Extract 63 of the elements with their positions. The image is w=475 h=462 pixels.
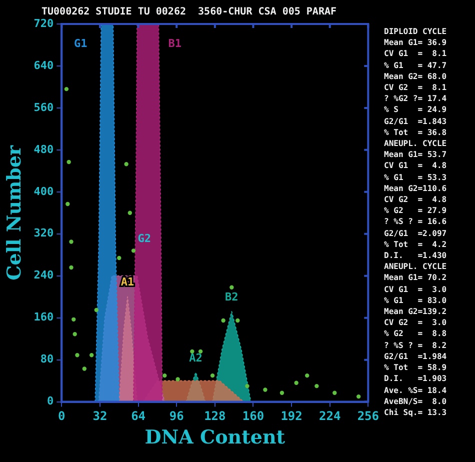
text: D.I. =1.430 <box>384 250 448 262</box>
y-axis-title: Cell Number <box>3 144 26 280</box>
text: D.I. =1.903 <box>384 373 448 384</box>
text: AveBN/S= 8.0 <box>384 396 448 407</box>
text: % Tot = 4.2 <box>384 238 448 250</box>
text: ANEUPL. CYCLE <box>384 138 448 150</box>
text: % S = 24.9 <box>384 104 448 116</box>
x-axis-title: DNA Content <box>144 426 286 449</box>
text: Mean G2= 68.0 <box>384 70 448 82</box>
y-tick-label: 560 <box>34 100 54 114</box>
text: CV G1 = 8.1 <box>384 48 448 60</box>
y-tick-label: 640 <box>34 58 54 72</box>
y-tick-label: 400 <box>34 184 54 198</box>
series-label: B1 <box>168 36 182 50</box>
x-tick-label: 224 <box>319 409 341 424</box>
x-tick-label: 128 <box>204 409 226 424</box>
text: CV G1 = 3.0 <box>384 284 448 295</box>
x-tick-label: 256 <box>357 409 380 424</box>
text: Mean G2=110.6 <box>384 182 448 194</box>
text: % G2 = 8.8 <box>384 328 448 340</box>
text: % G2 = 27.9 <box>384 205 448 216</box>
annotation: G2 <box>138 232 152 246</box>
text: ? %S ? = 16.6 <box>384 216 448 228</box>
y-tick-label: 80 <box>40 352 54 366</box>
chart-title: TU000262 STUDIE TU 00262 3560-CHUR CSA 005 PARAF <box>41 6 337 18</box>
x-tick-label: 96 <box>169 409 184 424</box>
y-tick-label: 320 <box>34 226 54 240</box>
x-tick-label: 192 <box>280 409 302 424</box>
text: % Tot = 58.9 <box>384 362 448 374</box>
text: G2/G1 =2.097 <box>384 228 448 239</box>
y-tick-label: 160 <box>34 310 54 324</box>
text: Chi Sq.= 13.3 <box>384 406 448 418</box>
series-label: B2 <box>225 290 238 304</box>
text: Ave. %S= 18.4 <box>384 384 448 396</box>
text: Mean G1= 36.9 <box>384 37 448 48</box>
text: ANEUPL. CYCLE <box>384 261 448 272</box>
y-tick-label: 720 <box>34 16 54 30</box>
x-tick-label: 160 <box>242 409 264 424</box>
text: % G1 = 83.0 <box>384 294 448 306</box>
text: G2/G1 =1.984 <box>384 350 448 362</box>
series-label: A2 <box>189 351 202 364</box>
text: G2/G1 =1.843 <box>384 116 448 127</box>
text: CV G2 = 4.8 <box>384 194 448 206</box>
text: CV G2 = 8.1 <box>384 82 448 94</box>
text: % Tot = 36.8 <box>384 126 448 138</box>
text: Mean G1= 70.2 <box>384 272 448 284</box>
text: Mean G1= 53.7 <box>384 149 448 160</box>
x-tick-label: 32 <box>92 409 108 424</box>
text: CV G1 = 4.8 <box>384 160 448 172</box>
series-label: G1 <box>74 36 88 50</box>
text: CV G2 = 3.0 <box>384 317 448 328</box>
x-tick-label: 64 <box>131 409 146 424</box>
series-label: A1 <box>120 276 135 289</box>
text: ? %S ? = 8.2 <box>384 340 448 351</box>
text: DIPLOID CYCLE <box>384 26 448 38</box>
text: Mean G2=139.2 <box>384 306 448 318</box>
y-tick-label: 0 <box>47 394 54 408</box>
x-tick-label: 0 <box>58 409 66 424</box>
text: % G1 = 53.3 <box>384 172 448 183</box>
y-tick-label: 480 <box>34 142 54 156</box>
text: ? %G2 ?= 17.4 <box>384 93 448 104</box>
text: % G1 = 47.7 <box>384 60 448 71</box>
y-tick-label: 240 <box>34 268 54 282</box>
